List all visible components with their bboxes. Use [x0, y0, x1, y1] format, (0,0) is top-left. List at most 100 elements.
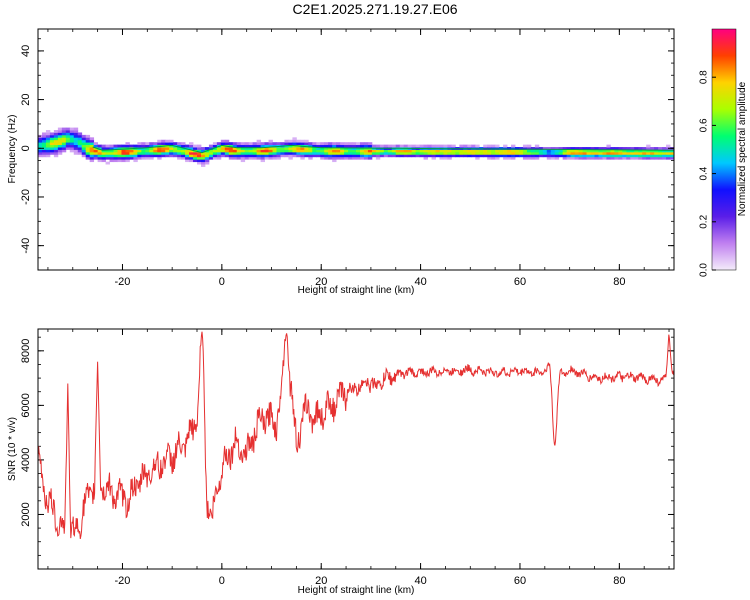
heatmap-cell — [475, 149, 480, 153]
heatmap-cell — [435, 151, 440, 155]
heatmap-cell — [212, 142, 218, 146]
heatmap-cell — [141, 156, 146, 160]
heatmap-cell — [264, 144, 269, 148]
heatmap-cell — [41, 139, 47, 143]
heatmap-cell — [546, 147, 552, 150]
heatmap-cell — [177, 147, 182, 150]
heatmap-cell — [415, 144, 421, 148]
heatmap-cell — [73, 130, 79, 133]
heatmap-cell — [598, 154, 603, 158]
heatmap-cell — [228, 154, 234, 158]
heatmap-cell — [161, 154, 166, 158]
heatmap-cell — [367, 142, 373, 146]
heatmap-cell — [280, 147, 285, 150]
heatmap-cell — [292, 151, 297, 155]
heatmap-cell — [220, 147, 226, 150]
heatmap-cell — [105, 151, 110, 155]
heatmap-cell — [463, 149, 468, 153]
heatmap-cell — [117, 151, 122, 155]
heatmap-cell — [248, 149, 254, 153]
heatmap-cell — [73, 127, 79, 131]
heatmap-cell — [189, 142, 194, 146]
heatmap-cell — [177, 156, 182, 160]
heatmap-cell — [443, 144, 448, 148]
heatmap-cell — [141, 149, 146, 153]
heatmap-cell — [260, 144, 265, 148]
heatmap-cell — [61, 127, 67, 131]
spectrogram-panel: -20 0 20 40 60 80 -40 -20 0 20 40 Height of straig… — [7, 28, 675, 296]
heatmap-cell — [197, 156, 202, 160]
heatmap-cell — [272, 156, 277, 160]
heatmap-cell — [562, 151, 568, 155]
heatmap-cell — [328, 156, 333, 160]
heatmap-cell — [61, 137, 67, 141]
heatmap-cell — [352, 151, 357, 155]
heatmap-cell — [109, 144, 114, 148]
heatmap-cell — [503, 144, 508, 148]
heatmap-cell — [658, 154, 663, 158]
heatmap-cell — [145, 151, 150, 155]
heatmap-cell — [256, 147, 262, 150]
heatmap-cell — [228, 144, 234, 148]
heatmap-cell — [97, 156, 102, 160]
heatmap-cell — [518, 154, 524, 158]
heatmap-cell — [49, 137, 55, 141]
heatmap-cell — [105, 161, 110, 165]
heatmap-cell — [204, 147, 210, 150]
heatmap-cell — [570, 154, 576, 158]
heatmap-cell — [654, 154, 659, 158]
heatmap-cell — [586, 154, 591, 158]
heatmap-cell — [157, 151, 162, 155]
heatmap-cell — [348, 149, 353, 153]
heatmap-cell — [45, 142, 51, 146]
heatmap-cell — [145, 149, 150, 153]
heatmap-cell — [602, 147, 607, 150]
heatmap-cell — [193, 144, 198, 148]
heatmap-cell — [471, 144, 476, 148]
heatmap-cell — [336, 156, 341, 160]
heatmap-cell — [419, 149, 424, 153]
heatmap-cell — [475, 156, 480, 160]
heatmap-cell — [137, 156, 142, 160]
heatmap-cell — [443, 154, 448, 158]
heatmap-cell — [459, 151, 464, 155]
heatmap-cell — [582, 151, 587, 155]
heatmap-cell — [630, 156, 635, 160]
heatmap-cell — [526, 154, 532, 158]
heatmap-cell — [336, 144, 341, 148]
heatmap-cell — [45, 132, 51, 136]
heatmap-cell — [204, 156, 210, 160]
heatmap-cell — [324, 144, 329, 148]
heatmap-cell — [228, 142, 234, 146]
heatmap-cell — [403, 151, 409, 155]
heatmap-cell — [161, 151, 166, 155]
x-tick-label: 20 — [315, 276, 327, 288]
heatmap-cell — [511, 154, 516, 158]
heatmap-cell — [61, 130, 67, 133]
heatmap-cell — [352, 149, 357, 153]
heatmap-cell — [447, 156, 452, 160]
heatmap-cell — [65, 132, 71, 136]
heatmap-cell — [495, 144, 500, 148]
heatmap-cell — [300, 149, 305, 153]
heatmap-cell — [626, 151, 631, 155]
y-tick-label: 20 — [20, 93, 32, 105]
heatmap-cell — [244, 149, 250, 153]
heatmap-cell — [189, 154, 194, 158]
heatmap-cell — [320, 151, 325, 155]
heatmap-cell — [622, 156, 627, 160]
colorbar: 0.0 0.2 0.4 0.6 0.8 Normalized spectral ampl… — [699, 28, 748, 277]
heatmap-cell — [419, 151, 424, 155]
heatmap-cell — [491, 154, 496, 158]
heatmap-cell — [85, 156, 91, 160]
heatmap-cell — [363, 151, 369, 155]
heatmap-cell — [69, 130, 75, 133]
x-tick-label: 0 — [219, 575, 225, 587]
heatmap-cell — [153, 151, 158, 155]
heatmap-cell — [304, 149, 309, 153]
heatmap-cell — [650, 149, 655, 153]
heatmap-cell — [332, 144, 337, 148]
heatmap-cell — [165, 149, 170, 153]
heatmap-cell — [260, 156, 265, 160]
heatmap-cell — [630, 149, 635, 153]
